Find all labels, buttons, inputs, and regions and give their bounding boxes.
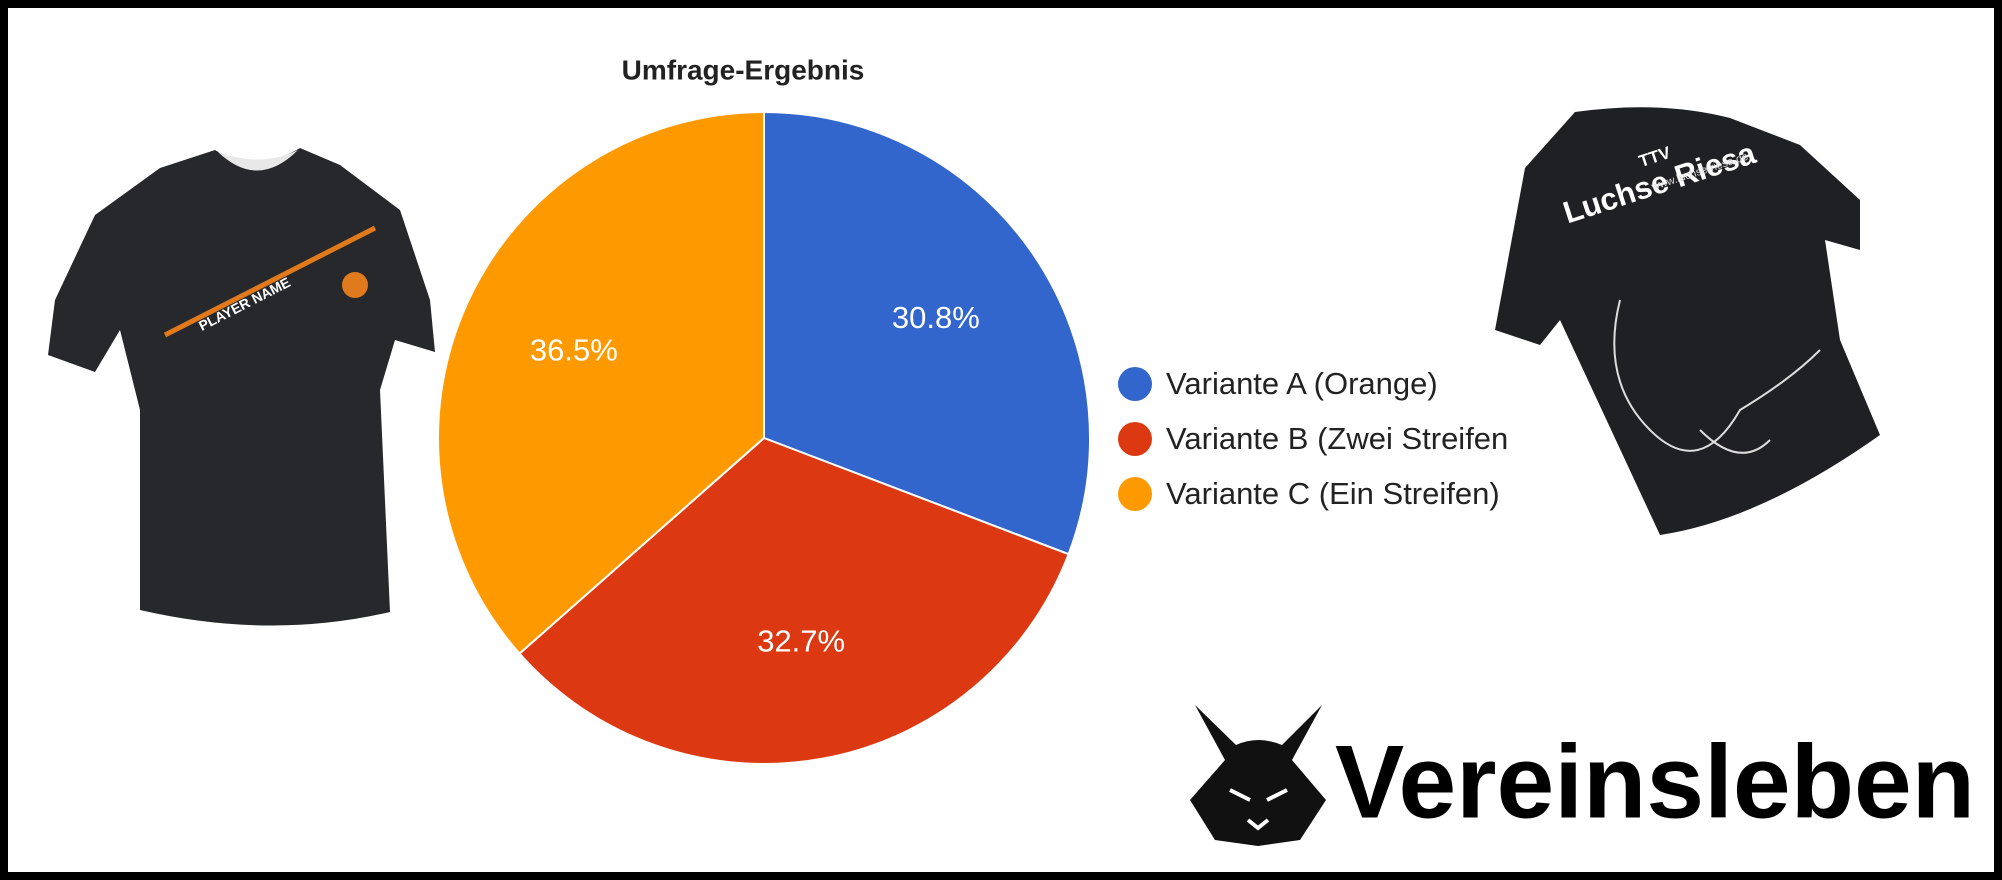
left-shirt: PLAYER NAME — [48, 148, 435, 626]
data-label: 30.8% — [892, 300, 980, 335]
pie-slice — [518, 436, 1070, 765]
right-shirt: TTV Luchse Riesa www.luchse-riesa.de — [1495, 107, 1880, 535]
lynx-logo — [1190, 705, 1326, 846]
legend-swatch — [1118, 477, 1152, 511]
data-label: 32.7% — [757, 623, 845, 658]
legend-label: Variante A (Orange) — [1166, 366, 1438, 401]
legend-swatch — [1118, 367, 1152, 401]
pie-slice — [437, 110, 765, 656]
legend-swatch — [1118, 422, 1152, 456]
logo-text: Vereinsleben — [1335, 724, 1975, 840]
pie-slice — [763, 110, 1091, 556]
legend-label: Variante B (Zwei Streifen — [1166, 421, 1508, 456]
legend: Variante B (Zwei Streifen — [1166, 421, 1508, 456]
chart-title: Umfrage-Ergebnis — [622, 54, 865, 85]
data-label: 36.5% — [530, 332, 618, 367]
legend-label: Variante C (Ein Streifen) — [1166, 476, 1500, 511]
